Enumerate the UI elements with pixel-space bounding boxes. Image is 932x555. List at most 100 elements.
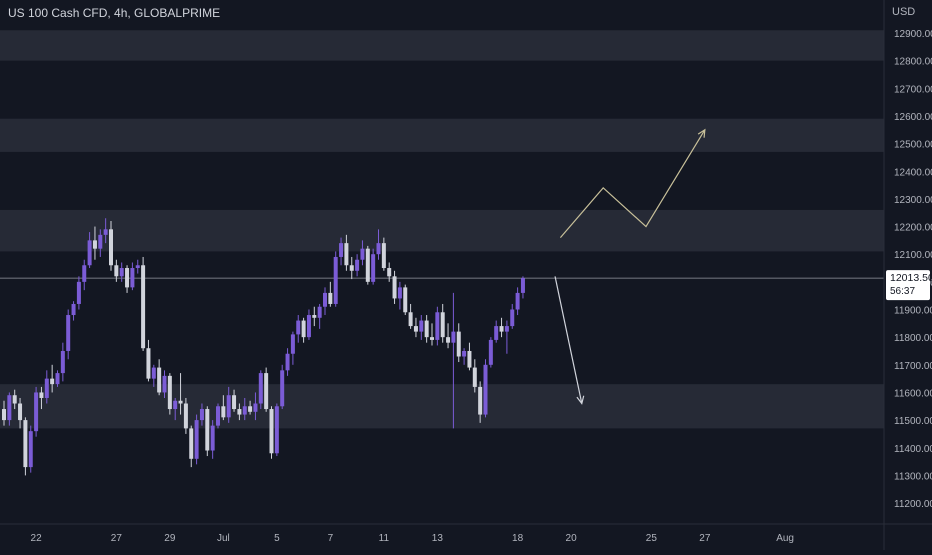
- candle: [76, 276, 81, 310]
- candle: [413, 317, 418, 338]
- candle: [130, 262, 135, 291]
- candle-body: [66, 315, 71, 351]
- price-axis-label: 11600.00: [894, 388, 932, 399]
- price-axis[interactable]: 11200.00 11300.00 11400.00 11500.00 11600.00…: [883, 0, 932, 550]
- candle: [478, 381, 483, 423]
- candle: [435, 306, 440, 346]
- candle: [269, 406, 274, 459]
- candle: [23, 417, 28, 476]
- candle-body: [135, 265, 140, 269]
- candle-body: [199, 409, 204, 421]
- candle: [205, 406, 210, 457]
- price-axis-label: 12200.00: [894, 223, 932, 234]
- candle-body: [280, 370, 285, 407]
- candle: [157, 359, 162, 396]
- candle: [178, 373, 183, 415]
- candle-body: [141, 265, 146, 349]
- bullish-path-arrow-head: [697, 128, 706, 138]
- candle: [403, 284, 408, 316]
- candle-body: [301, 320, 306, 338]
- candle-body: [119, 268, 124, 277]
- candle: [451, 292, 456, 429]
- candle: [210, 420, 215, 459]
- candle-body: [125, 268, 130, 288]
- candle-body: [183, 403, 188, 429]
- candle: [365, 245, 370, 285]
- time-axis-label: 5: [274, 533, 280, 544]
- candle: [306, 309, 311, 340]
- time-axis-label: 18: [512, 533, 524, 544]
- candle-body: [419, 320, 424, 332]
- candle-body: [456, 331, 461, 357]
- candle: [483, 359, 488, 418]
- candle-body: [114, 265, 119, 277]
- candle: [440, 303, 445, 343]
- candle-body: [451, 331, 456, 343]
- bearish-arrow-head: [576, 395, 585, 405]
- candle: [408, 303, 413, 329]
- candle: [264, 367, 269, 412]
- candle-body: [146, 348, 151, 379]
- candle: [173, 397, 178, 421]
- candle-body: [274, 406, 279, 454]
- candle: [397, 281, 402, 310]
- candle-body: [472, 367, 477, 387]
- bullish-path-arrow: [559, 129, 706, 239]
- candle-body: [317, 306, 322, 318]
- candle: [467, 342, 472, 371]
- price-axis-label: 12500.00: [894, 140, 932, 151]
- candle-body: [440, 312, 445, 338]
- zone-2: [0, 118, 884, 152]
- candle-body: [76, 281, 81, 304]
- candle: [71, 301, 76, 321]
- candle: [381, 237, 386, 271]
- candle-body: [205, 409, 210, 451]
- candle-body: [92, 240, 97, 249]
- candle-body: [23, 420, 28, 468]
- current-price-value: 12013.50: [890, 272, 932, 284]
- current-price-tag-background: [886, 270, 930, 301]
- candle: [371, 248, 376, 285]
- candle: [50, 364, 55, 393]
- candle: [226, 386, 231, 423]
- candle-body: [520, 278, 525, 293]
- candle: [103, 218, 108, 244]
- currency-label: USD: [892, 6, 916, 18]
- candle: [488, 337, 493, 368]
- candle-body: [258, 373, 263, 404]
- candle-body: [349, 265, 354, 271]
- candle: [92, 226, 97, 260]
- candle-body: [18, 403, 23, 421]
- price-axis-label: 12600.00: [894, 112, 932, 123]
- zone-1: [0, 30, 884, 61]
- time-axis-label: 29: [164, 533, 176, 544]
- candle: [462, 348, 467, 365]
- candle: [2, 400, 6, 426]
- time-axis-label: 25: [646, 533, 658, 544]
- candle-body: [98, 234, 103, 249]
- candle-body: [355, 259, 360, 271]
- candle-body: [232, 395, 237, 410]
- candle: [446, 323, 451, 349]
- price-axis-label: 11700.00: [894, 361, 932, 372]
- candle-body: [34, 392, 39, 432]
- candle-body: [376, 243, 381, 255]
- candle-body: [264, 373, 269, 410]
- candle-body: [226, 395, 231, 418]
- candles-layer: [2, 218, 525, 476]
- candle-body: [269, 409, 274, 454]
- candle-body: [462, 350, 467, 357]
- candle: [472, 359, 477, 393]
- candle-body: [323, 292, 327, 307]
- time-axis-label: 7: [328, 533, 334, 544]
- candle: [360, 240, 365, 266]
- candle-body: [87, 240, 92, 266]
- candle: [339, 237, 344, 266]
- time-axis[interactable]: 22 27 29 Jul 5 7 11 13 18 20 25 27 Aug: [0, 523, 932, 544]
- price-axis-label: 12400.00: [894, 167, 932, 178]
- time-axis-label: 11: [379, 533, 390, 544]
- candle-body: [210, 425, 215, 451]
- price-axis-label: 12300.00: [894, 195, 932, 206]
